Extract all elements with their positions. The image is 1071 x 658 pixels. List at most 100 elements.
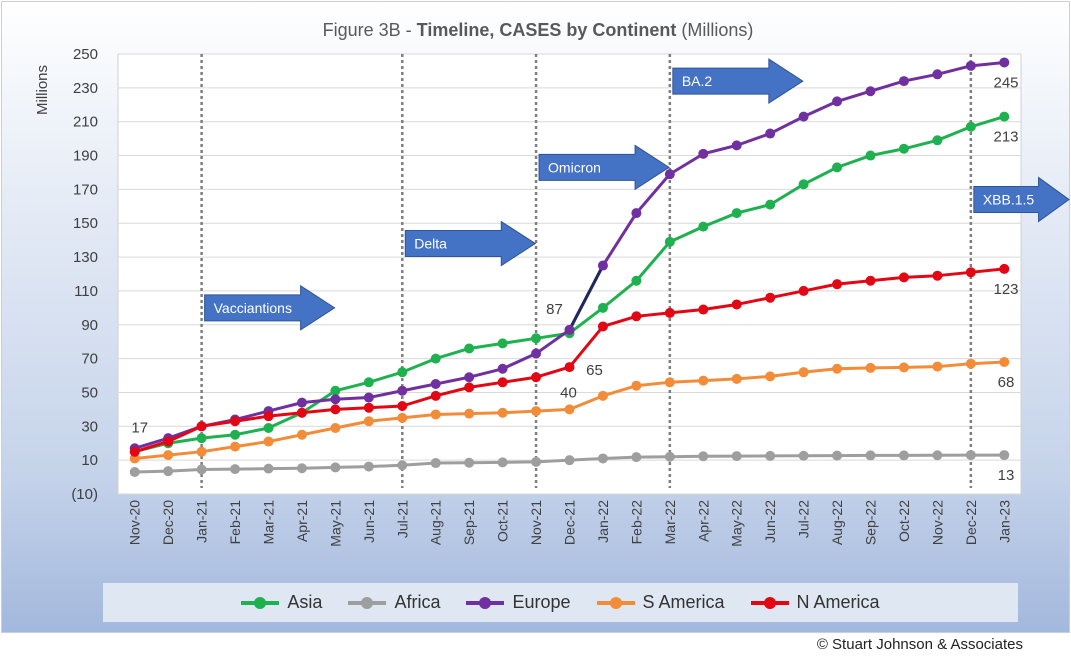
point-europe bbox=[832, 96, 843, 107]
point-s-america bbox=[531, 406, 542, 417]
point-europe bbox=[731, 140, 742, 151]
chart-title-suffix: (Millions) bbox=[676, 20, 753, 40]
variant-label: XBB.1.5 bbox=[983, 192, 1035, 208]
point-s-america bbox=[163, 450, 174, 461]
variant-arrow bbox=[204, 284, 336, 331]
x-tick-label: Dec-22 bbox=[963, 500, 979, 545]
point-asia bbox=[999, 111, 1010, 122]
data-label: 245 bbox=[993, 74, 1018, 91]
point-africa bbox=[230, 464, 241, 475]
point-s-america bbox=[497, 407, 508, 418]
point-asia bbox=[698, 221, 709, 232]
x-tick-label: Jan-21 bbox=[194, 500, 210, 543]
x-tick-label: Sep-21 bbox=[461, 500, 477, 545]
point-n-america bbox=[698, 304, 709, 315]
point-europe bbox=[765, 128, 776, 139]
point-n-america bbox=[932, 270, 943, 281]
x-tick-label: Jan-23 bbox=[996, 500, 1012, 543]
point-asia bbox=[464, 343, 475, 354]
y-tick-label: 190 bbox=[73, 148, 98, 165]
point-asia bbox=[397, 367, 408, 378]
point-europe bbox=[464, 372, 475, 383]
data-label: 213 bbox=[993, 129, 1018, 146]
x-tick-label: Feb-21 bbox=[227, 500, 243, 545]
point-asia bbox=[765, 199, 776, 210]
x-tick-label: Nov-21 bbox=[528, 500, 544, 545]
point-africa bbox=[296, 463, 307, 474]
x-tick-label: Oct-21 bbox=[495, 500, 511, 542]
point-europe bbox=[531, 348, 542, 359]
point-europe bbox=[664, 169, 675, 180]
legend-swatch bbox=[241, 596, 280, 609]
point-europe bbox=[932, 69, 943, 80]
variant-label: Vacciantions bbox=[214, 300, 292, 316]
legend-swatch bbox=[596, 596, 635, 609]
point-s-america bbox=[564, 404, 575, 415]
point-africa bbox=[932, 450, 943, 461]
point-africa bbox=[798, 450, 809, 461]
point-n-america bbox=[363, 402, 374, 413]
data-label: 65 bbox=[586, 362, 603, 379]
point-s-america bbox=[330, 423, 341, 433]
data-label: 68 bbox=[998, 374, 1015, 391]
y-tick-label: 50 bbox=[81, 384, 98, 401]
legend-label: Asia bbox=[287, 592, 323, 612]
y-tick-label: (10) bbox=[71, 486, 98, 503]
point-n-america bbox=[129, 446, 140, 457]
point-asia bbox=[865, 150, 876, 161]
point-s-america bbox=[631, 380, 642, 391]
point-s-america bbox=[798, 367, 809, 378]
legend-item-africa: Africa bbox=[348, 592, 440, 613]
point-europe bbox=[296, 397, 307, 408]
point-europe bbox=[798, 111, 809, 122]
point-s-america bbox=[263, 436, 274, 447]
point-s-america bbox=[397, 412, 408, 423]
point-africa bbox=[263, 463, 274, 474]
point-n-america bbox=[898, 272, 909, 283]
point-europe bbox=[397, 385, 408, 396]
point-s-america bbox=[664, 377, 675, 388]
point-asia bbox=[932, 135, 943, 146]
point-n-america bbox=[397, 401, 408, 411]
point-asia bbox=[832, 162, 843, 173]
point-n-america bbox=[163, 436, 174, 447]
x-tick-label: May-21 bbox=[327, 500, 343, 547]
point-n-america bbox=[531, 372, 542, 383]
y-tick-label: 230 bbox=[73, 80, 98, 97]
point-s-america bbox=[363, 416, 374, 427]
chart-title-prefix: Figure 3B - bbox=[323, 20, 417, 40]
x-tick-label: Aug-22 bbox=[829, 500, 845, 545]
data-label: 123 bbox=[993, 281, 1018, 298]
point-n-america bbox=[497, 377, 508, 388]
y-tick-label: 30 bbox=[81, 418, 98, 435]
point-europe bbox=[330, 394, 341, 405]
point-africa bbox=[129, 467, 140, 477]
point-s-america bbox=[865, 362, 876, 373]
point-asia bbox=[430, 353, 441, 364]
legend-swatch bbox=[466, 596, 505, 609]
point-asia bbox=[263, 423, 274, 433]
point-africa bbox=[163, 466, 174, 477]
point-n-america bbox=[564, 362, 575, 373]
point-africa bbox=[664, 451, 675, 462]
point-n-america bbox=[664, 307, 675, 318]
variant-arrow bbox=[538, 144, 670, 191]
y-tick-label: 130 bbox=[73, 249, 98, 266]
point-asia bbox=[196, 433, 207, 444]
data-label: 87 bbox=[546, 301, 563, 318]
point-n-america bbox=[832, 279, 843, 290]
point-s-america bbox=[597, 390, 608, 401]
point-s-america bbox=[965, 358, 976, 369]
point-s-america bbox=[698, 375, 709, 386]
point-s-america bbox=[430, 409, 441, 420]
point-africa bbox=[631, 452, 642, 463]
x-tick-label: Aug-21 bbox=[428, 500, 444, 545]
variant-label: BA.2 bbox=[682, 73, 713, 89]
legend-item-s-america: S America bbox=[596, 592, 725, 613]
x-tick-label: Nov-22 bbox=[929, 500, 945, 545]
point-africa bbox=[397, 460, 408, 471]
point-s-america bbox=[296, 429, 307, 440]
point-n-america bbox=[999, 263, 1010, 274]
y-tick-label: 70 bbox=[81, 351, 98, 368]
legend-label: Europe bbox=[512, 592, 571, 612]
